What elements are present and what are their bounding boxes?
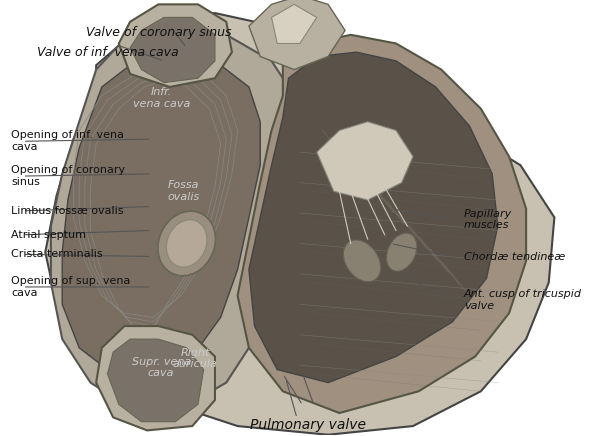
Text: Fossa
ovalis: Fossa ovalis (168, 181, 200, 202)
Polygon shape (238, 35, 526, 413)
Text: Right
auricula: Right auricula (173, 348, 218, 369)
Ellipse shape (386, 233, 417, 271)
Polygon shape (107, 339, 203, 422)
Text: Supr. vena
cava: Supr. vena cava (131, 357, 191, 378)
Polygon shape (249, 0, 345, 70)
Text: Chordæ tendineæ: Chordæ tendineæ (464, 252, 565, 262)
Text: Opening of coronary
sinus: Opening of coronary sinus (11, 165, 125, 187)
Polygon shape (249, 52, 498, 382)
Text: Pulmonary valve: Pulmonary valve (250, 418, 367, 432)
Polygon shape (317, 122, 413, 200)
Ellipse shape (166, 220, 207, 267)
Text: Opening of sup. vena
cava: Opening of sup. vena cava (11, 276, 131, 298)
Polygon shape (119, 4, 232, 87)
Polygon shape (272, 4, 317, 44)
Polygon shape (51, 26, 294, 409)
Polygon shape (45, 13, 554, 435)
Text: Limbus fossæ ovalis: Limbus fossæ ovalis (11, 206, 124, 216)
Ellipse shape (343, 240, 381, 282)
Polygon shape (96, 326, 215, 430)
Text: Atrial septum: Atrial septum (11, 230, 86, 240)
Text: Opening of inf. vena
cava: Opening of inf. vena cava (11, 130, 124, 152)
Polygon shape (62, 52, 260, 378)
Text: Ant. cusp of tricuspid
valve: Ant. cusp of tricuspid valve (464, 289, 582, 311)
Ellipse shape (158, 211, 215, 276)
Polygon shape (130, 17, 215, 82)
Text: Valve of coronary sinus: Valve of coronary sinus (86, 26, 231, 39)
Text: Crista terminalis: Crista terminalis (11, 249, 103, 259)
Text: Valve of inf. vena cava: Valve of inf. vena cava (37, 46, 178, 59)
Text: Papillary
muscles: Papillary muscles (464, 209, 512, 230)
Text: Infr.
vena cava: Infr. vena cava (133, 87, 190, 109)
